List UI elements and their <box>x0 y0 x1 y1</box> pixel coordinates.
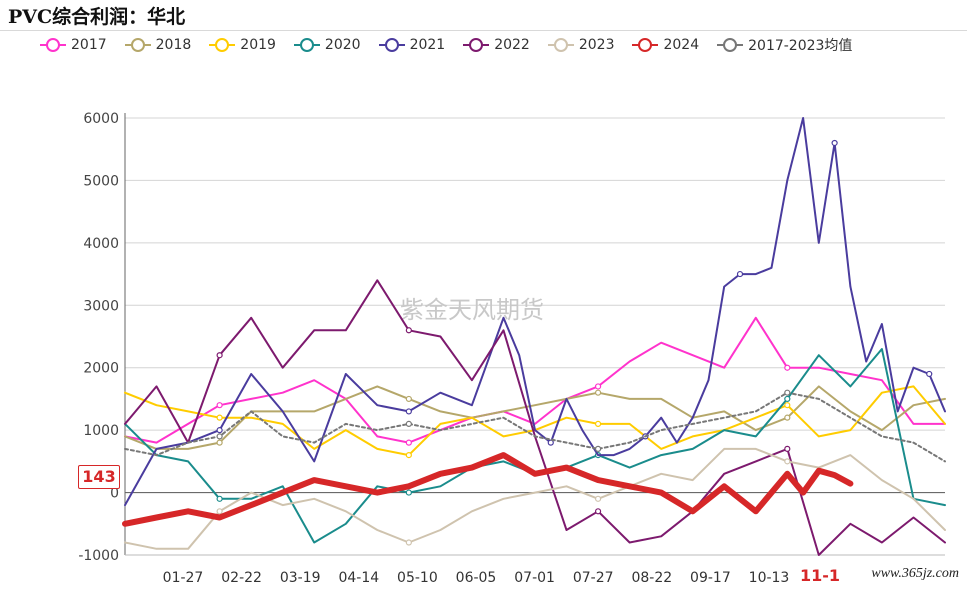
series-point <box>784 402 791 409</box>
y-tick-label: 0 <box>110 486 119 502</box>
series-point <box>216 402 223 409</box>
legend-swatch-icon <box>463 38 490 52</box>
legend-label: 2018 <box>155 37 192 53</box>
series-point <box>405 408 412 415</box>
x-tick-label: 02-22 <box>221 570 262 586</box>
legend-label: 2024 <box>663 37 700 53</box>
series-point <box>405 439 412 446</box>
series-point <box>547 439 554 446</box>
series-line-2019 <box>124 385 946 457</box>
latest-value-label: 143 <box>78 465 120 489</box>
x-tick-label: 10-13 <box>749 570 790 586</box>
x-tick-label: 05-10 <box>397 570 438 586</box>
series-point <box>926 370 933 378</box>
series-point <box>216 439 223 446</box>
legend-swatch-icon <box>40 38 66 52</box>
legend-item-6[interactable]: 2023 <box>547 37 615 53</box>
axis-pointer-label: 11-1 <box>800 566 841 585</box>
legend-swatch-icon <box>209 38 236 52</box>
series-point <box>405 539 412 546</box>
x-tick-label: 06-05 <box>456 570 497 586</box>
series-line-2021 <box>124 117 946 507</box>
series-point <box>784 395 791 403</box>
x-tick-label: 01-27 <box>163 570 204 586</box>
corner-watermark: www.365jz.com <box>871 566 959 581</box>
series-point <box>405 452 412 459</box>
series-point <box>216 495 223 502</box>
series-point <box>594 508 602 515</box>
legend-item-4[interactable]: 2021 <box>378 37 446 53</box>
legend: 2017 2018 2019 2020 2021 2022 2023 2024 2017-202… <box>40 34 870 56</box>
series-line-2024 <box>122 452 854 527</box>
x-tick-label: 09-17 <box>690 570 731 586</box>
series-point <box>784 389 791 396</box>
series-point <box>405 395 412 403</box>
legend-item-3[interactable]: 2020 <box>293 37 361 53</box>
legend-item-1[interactable]: 2018 <box>124 37 192 53</box>
legend-swatch-icon <box>547 38 574 52</box>
y-tick-label: 1000 <box>83 423 119 439</box>
legend-label: 2019 <box>240 37 276 53</box>
y-tick-label: 4000 <box>83 236 119 252</box>
y-tick-label: 3000 <box>83 298 119 314</box>
series-point <box>784 445 791 452</box>
legend-item-8[interactable]: 2017-2023均值 <box>717 35 852 55</box>
series-point <box>784 458 791 465</box>
legend-swatch-icon <box>124 38 151 52</box>
x-tick-label: 08-22 <box>631 570 672 586</box>
series-point <box>405 420 412 427</box>
y-tick-label: 5000 <box>83 173 119 189</box>
x-tick-label: 04-14 <box>338 570 379 586</box>
series-point <box>784 414 791 421</box>
legend-swatch-icon <box>378 38 405 52</box>
legend-item-2[interactable]: 2019 <box>209 37 276 53</box>
chart-title: PVC综合利润：华北 <box>8 6 186 28</box>
series-point <box>594 445 602 452</box>
legend-swatch-icon <box>717 38 744 52</box>
series-point <box>736 270 744 278</box>
series-point <box>594 383 602 390</box>
y-tick-label: 2000 <box>83 361 119 377</box>
legend-swatch-icon <box>632 38 659 52</box>
series-point <box>594 495 602 502</box>
watermark-text: 紫金天风期货 <box>400 296 544 324</box>
legend-label: 2021 <box>409 37 446 53</box>
series-line-2017-2023均值 <box>124 391 946 463</box>
title-bar: PVC综合利润：华北 <box>0 0 967 31</box>
series-line-2023 <box>124 447 946 550</box>
legend-item-7[interactable]: 2024 <box>632 37 699 53</box>
legend-label: 2017 <box>71 37 107 53</box>
series-point <box>405 489 412 496</box>
x-tick-label: 07-27 <box>573 570 614 586</box>
legend-swatch-icon <box>293 38 320 52</box>
series-point <box>784 364 791 371</box>
y-tick-label: 6000 <box>83 111 119 127</box>
series-point <box>216 427 223 434</box>
legend-label: 2022 <box>494 37 530 53</box>
series-point <box>405 327 412 334</box>
series-point <box>831 139 838 147</box>
series-point <box>216 352 223 359</box>
series-point <box>594 389 602 396</box>
legend-item-0[interactable]: 2017 <box>40 37 107 53</box>
series-line-2017 <box>124 316 946 444</box>
legend-label: 2023 <box>578 37 615 53</box>
legend-item-5[interactable]: 2022 <box>463 37 530 53</box>
series-point <box>216 414 223 421</box>
legend-label: 2017-2023均值 <box>748 38 853 54</box>
series-point <box>216 433 223 440</box>
series-point <box>594 420 602 427</box>
x-tick-label: 07-01 <box>514 570 555 586</box>
series-point <box>216 508 223 515</box>
legend-label: 2020 <box>324 37 361 53</box>
x-tick-label: 03-19 <box>280 570 321 586</box>
y-tick-label: -1000 <box>78 548 119 564</box>
